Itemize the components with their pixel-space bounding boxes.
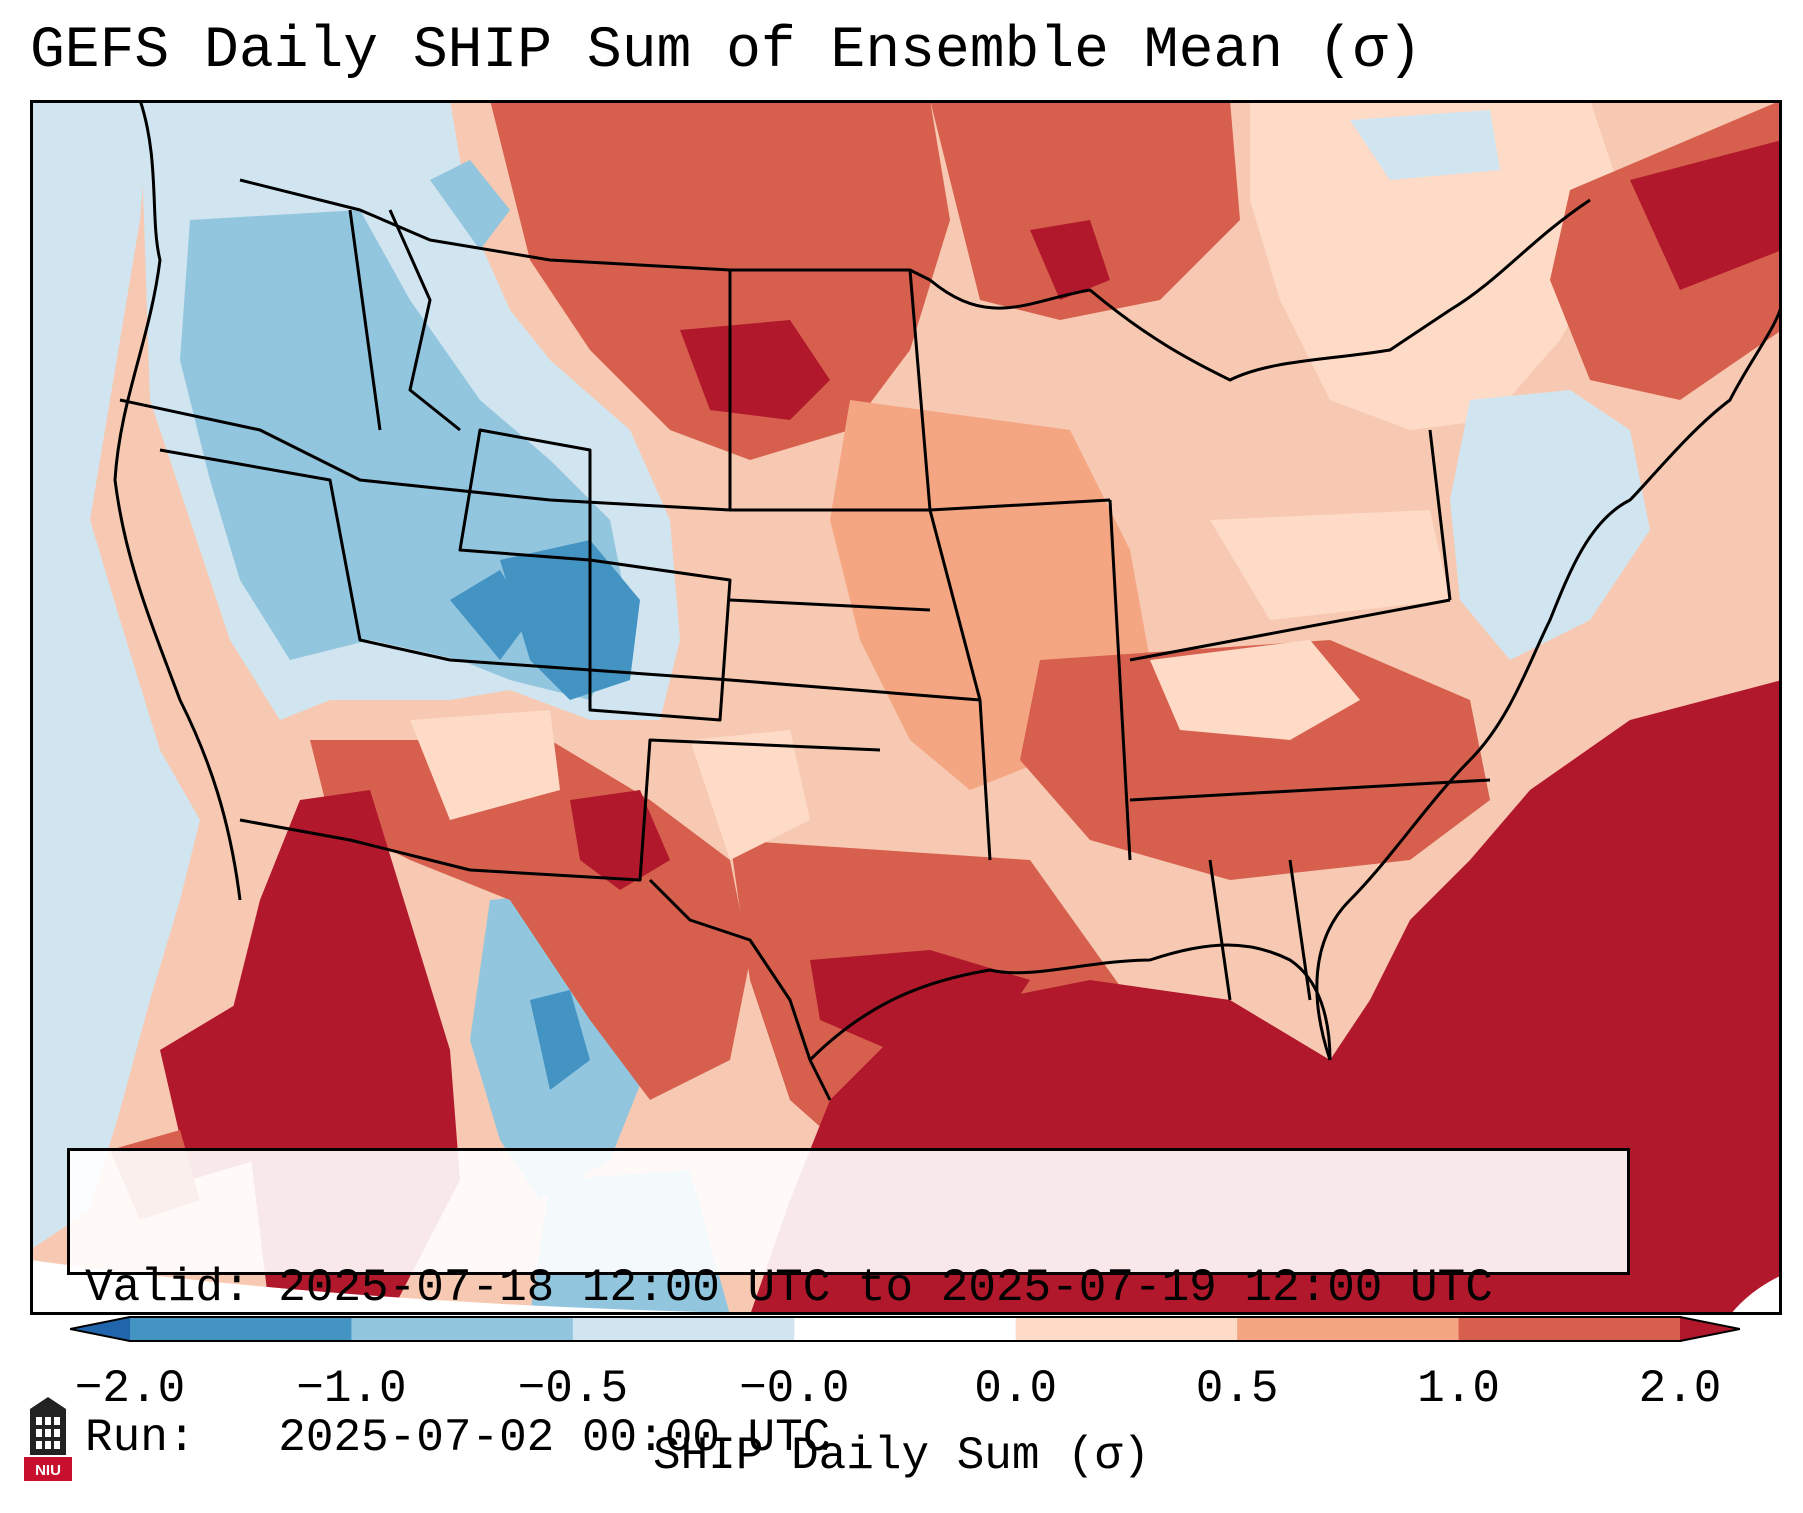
colorbar-tick-label: −1.0 xyxy=(296,1363,407,1415)
gulf-coast-dark-red xyxy=(810,950,1030,1050)
valid-run-info-box: Valid: 2025-07-18 12:00 UTC to 2025-07-1… xyxy=(67,1148,1630,1463)
atlantic-pale-blue xyxy=(1450,390,1650,660)
central-line xyxy=(159,448,981,702)
pacific-coastline xyxy=(113,100,242,901)
dakotas-dark-red xyxy=(680,320,830,420)
plains-pale xyxy=(690,730,810,860)
ks-ne-line xyxy=(729,598,931,612)
id-mt-line xyxy=(388,209,461,432)
gulf-coastline xyxy=(808,943,1332,1062)
colorbar-bin xyxy=(1458,1316,1681,1342)
chart-title: GEFS Daily SHIP Sum of Ensemble Mean (σ) xyxy=(30,19,1423,84)
colorbar-label: SHIP Daily Sum (σ) xyxy=(653,1430,1150,1482)
ga-al-line xyxy=(1288,859,1312,1001)
colorbar-tick-label: 2.0 xyxy=(1638,1363,1722,1415)
ohio-valley-pale xyxy=(1150,640,1360,740)
atlantic-coastline xyxy=(1315,299,1782,1061)
logo-text: NIU xyxy=(35,1462,61,1479)
colorbar-bin xyxy=(1237,1316,1460,1342)
niu-logo: NIU xyxy=(24,1397,72,1481)
colorbar-bin xyxy=(794,1316,1017,1342)
colorbar xyxy=(70,1316,1740,1342)
utah-blue-core xyxy=(450,570,530,660)
colorbar-over-extend xyxy=(1680,1316,1740,1342)
superior-dark-red xyxy=(1030,220,1110,300)
wa-id-line xyxy=(348,209,382,431)
logo-tower-icon xyxy=(30,1397,66,1455)
run-time-text: Run: 2025-07-02 00:00 UTC xyxy=(85,1412,831,1464)
colorado-blue-core xyxy=(500,540,640,700)
al-ms-line xyxy=(1208,859,1232,1001)
colorbar-tick-label: 1.0 xyxy=(1417,1363,1500,1415)
colorbar-tick-label: −2.0 xyxy=(74,1363,186,1415)
upper-midwest-red xyxy=(930,100,1240,320)
colorbar-bin xyxy=(351,1316,574,1342)
mn-ia-mo-line xyxy=(908,269,992,861)
pacific-region xyxy=(30,100,200,1250)
great-lakes-pale xyxy=(1210,510,1450,620)
valid-time-text: Valid: 2025-07-18 12:00 UTC to 2025-07-1… xyxy=(85,1262,1493,1314)
north-blue xyxy=(430,160,510,250)
boundaries xyxy=(113,100,1782,1101)
quebec-pale-blue xyxy=(1350,110,1500,180)
southwest-border xyxy=(239,738,881,882)
projection-edge-left xyxy=(30,1260,930,1315)
colorbar-bin xyxy=(1015,1316,1238,1342)
mexico-blue-core xyxy=(530,990,590,1090)
colorbar-tick-label: 0.0 xyxy=(974,1363,1058,1415)
northeast-pale xyxy=(1250,100,1630,430)
great-lakes-border xyxy=(929,198,1591,382)
southeast-red xyxy=(1020,640,1490,880)
map-border xyxy=(30,100,1782,1315)
colorado-outline xyxy=(588,558,732,722)
colorbar-bin xyxy=(130,1316,352,1342)
tn-line xyxy=(1129,778,1491,802)
four-corners-pale xyxy=(410,710,560,820)
anomaly-map xyxy=(30,100,1782,1315)
pa-ny-line xyxy=(1428,429,1452,601)
colorbar-tick-label: 0.5 xyxy=(1195,1363,1279,1415)
maritimes-dark-red xyxy=(1630,140,1782,290)
colorbar-under-extend xyxy=(70,1316,130,1342)
il-in-line xyxy=(1108,499,1132,861)
pacific-dark-red xyxy=(160,990,290,1180)
colorbar-tick-label: −0.5 xyxy=(517,1363,629,1415)
rio-grande xyxy=(648,878,832,1101)
colorbar-tick-label: −0.0 xyxy=(739,1363,850,1415)
ohio-line xyxy=(1129,598,1451,662)
colorbar-bin xyxy=(572,1316,795,1342)
logo-badge xyxy=(24,1457,72,1481)
projection-edge-right xyxy=(1730,1275,1782,1315)
colorbar-outline xyxy=(70,1316,1740,1342)
northern-plains-red xyxy=(490,100,950,460)
